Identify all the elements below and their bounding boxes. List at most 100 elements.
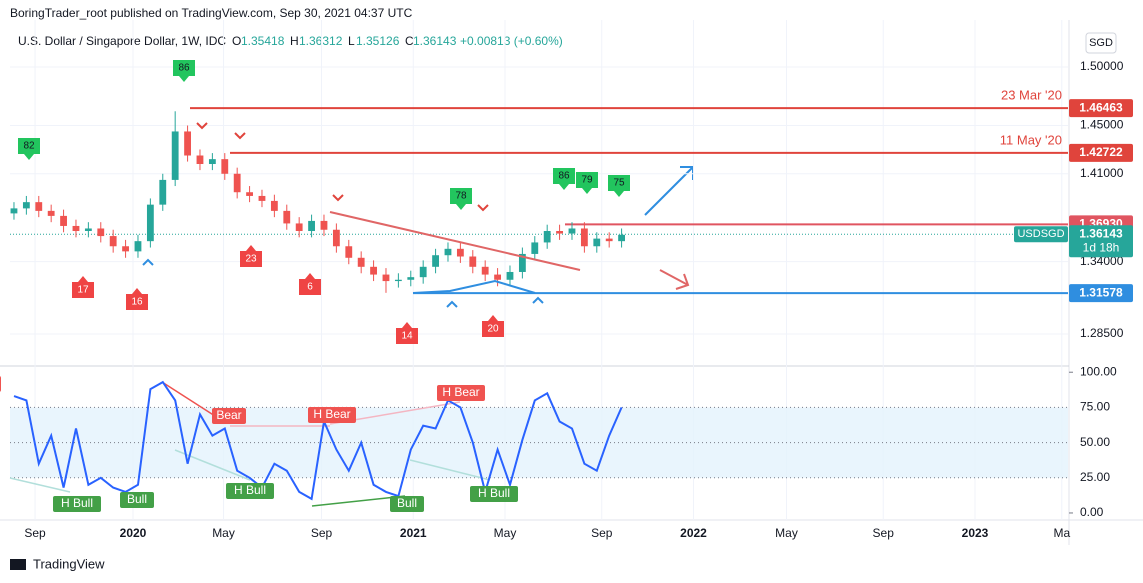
x-tick-label: 2023 <box>962 526 989 540</box>
level-note: 11 May '20 <box>1000 132 1062 147</box>
x-tick-label: Ma <box>1053 526 1070 540</box>
divergence-line <box>174 449 251 481</box>
candle-body <box>97 228 105 237</box>
level-label: 1.46463 <box>1079 100 1123 114</box>
candle-body <box>370 266 377 275</box>
candle-body <box>233 173 241 193</box>
candle-body <box>432 255 439 267</box>
marker-high-label: 86 <box>558 171 570 182</box>
marker-low <box>299 273 321 295</box>
l-value: 1.35126 <box>356 34 400 48</box>
candle-body <box>407 277 415 280</box>
currency-button[interactable] <box>1085 32 1117 54</box>
candle-body <box>345 246 353 258</box>
marker-high <box>576 172 598 194</box>
candle-body <box>481 266 489 275</box>
candle-body <box>258 195 266 201</box>
divergence-box <box>390 496 424 512</box>
candle-body <box>10 208 18 214</box>
y-tick-label: 1.34000 <box>1080 254 1124 268</box>
divergence-box <box>308 407 356 423</box>
candle-body <box>295 223 303 232</box>
h-label: H <box>290 34 299 48</box>
divergence-label: H Bull <box>478 486 510 500</box>
c-label: C <box>405 34 414 48</box>
candle-body <box>332 229 340 247</box>
marker-low <box>72 276 94 298</box>
candle-body <box>22 202 30 209</box>
y-tick-label: 1.28500 <box>1080 326 1124 340</box>
divergence-line <box>311 495 406 507</box>
candle-body <box>444 248 452 256</box>
candle-body <box>456 248 464 257</box>
marker-low-label: 6 <box>307 282 313 293</box>
y-tick-label: 0.00 <box>1080 505 1104 519</box>
candle-body <box>469 256 477 267</box>
candle-body <box>35 202 43 211</box>
marker-high <box>450 188 472 210</box>
symbol: U.S. Dollar / Singapore Dollar, 1W, IDC <box>18 34 226 48</box>
candle-body <box>196 155 204 165</box>
symbol-box <box>1014 226 1068 243</box>
candle-body <box>593 238 601 247</box>
candle-body <box>122 246 129 252</box>
candle-body <box>208 159 216 165</box>
change: +0.00813 (+0.60%) <box>460 34 563 48</box>
x-tick-label: May <box>212 526 235 540</box>
divergence-box <box>470 486 518 502</box>
x-tick-label: 2022 <box>680 526 707 540</box>
currency[interactable]: SGD <box>1089 37 1113 49</box>
marker-low <box>240 245 262 267</box>
candle-body <box>556 231 563 234</box>
candle-body <box>283 210 291 224</box>
marker-low <box>482 315 504 337</box>
marker-high-label: 86 <box>178 63 190 74</box>
candle-body <box>308 220 315 232</box>
marker-high-label: 78 <box>455 191 467 202</box>
marker-high-label: 82 <box>23 141 35 152</box>
c-value: 1.36143 <box>413 34 457 48</box>
x-tick-label: Sep <box>311 526 333 540</box>
candle-body <box>382 274 390 282</box>
divergence-box <box>0 376 1 392</box>
candle-body <box>605 238 613 242</box>
level-note: 23 Mar '20 <box>1001 88 1062 103</box>
divergence-box <box>437 385 485 401</box>
y-tick-label: 100.00 <box>1080 364 1117 378</box>
level-label: 1.42722 <box>1079 145 1123 159</box>
candle-body <box>494 274 501 280</box>
candle-body <box>84 228 92 232</box>
candle-body <box>580 228 588 247</box>
candle-body <box>184 131 191 156</box>
candle-body <box>531 242 539 254</box>
candle-body <box>171 131 179 180</box>
divergence-box <box>226 483 274 499</box>
last-price-label: 1.36143 <box>1079 226 1123 240</box>
candle-body <box>159 179 167 205</box>
divergence-label: H Bear <box>313 407 350 421</box>
divergence-label: Bull <box>397 496 417 510</box>
marker-high <box>173 60 195 82</box>
candle-body <box>72 225 80 232</box>
candle-body <box>518 253 526 272</box>
level-label-box <box>1069 284 1133 303</box>
h-value: 1.36312 <box>299 34 343 48</box>
symbol-label: USDSGD <box>1017 228 1064 240</box>
x-tick-label: May <box>775 526 798 540</box>
divergence-label: Bear <box>216 408 241 422</box>
candle-body <box>419 266 427 278</box>
up-arrow-head <box>680 166 694 180</box>
chevrons <box>142 122 544 308</box>
marker-high <box>18 138 40 160</box>
x-tick-label: May <box>494 526 517 540</box>
candle-body <box>618 234 625 242</box>
candle-body <box>246 192 253 196</box>
x-tick-label: Sep <box>24 526 46 540</box>
divergence-box <box>120 492 154 508</box>
level-label-box <box>1069 143 1133 162</box>
divergence-box <box>53 496 101 512</box>
x-tick-label: 2021 <box>400 526 427 540</box>
divergence-label: Bull <box>127 492 147 506</box>
candle-body <box>506 271 514 280</box>
y-tick-label: 50.00 <box>1080 435 1110 449</box>
